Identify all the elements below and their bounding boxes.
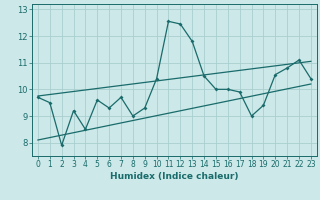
X-axis label: Humidex (Indice chaleur): Humidex (Indice chaleur): [110, 172, 239, 181]
